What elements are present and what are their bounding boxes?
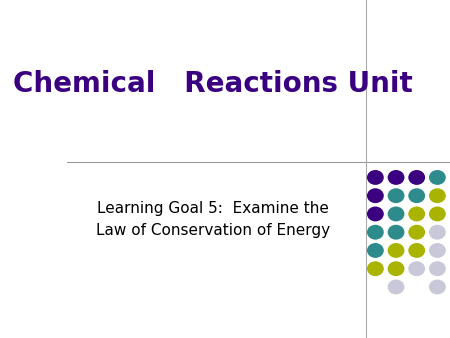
Circle shape <box>429 170 446 185</box>
Circle shape <box>429 188 446 203</box>
Circle shape <box>429 207 446 221</box>
Circle shape <box>408 188 425 203</box>
Circle shape <box>408 261 425 276</box>
Circle shape <box>429 280 446 294</box>
Circle shape <box>387 188 405 203</box>
Text: Chemical   Reactions Unit: Chemical Reactions Unit <box>13 71 413 98</box>
Circle shape <box>387 170 405 185</box>
Circle shape <box>429 261 446 276</box>
Circle shape <box>367 243 384 258</box>
Circle shape <box>387 225 405 240</box>
Circle shape <box>387 280 405 294</box>
Circle shape <box>367 170 384 185</box>
Circle shape <box>367 261 384 276</box>
Circle shape <box>367 225 384 240</box>
Circle shape <box>367 207 384 221</box>
Text: Learning Goal 5:  Examine the
Law of Conservation of Energy: Learning Goal 5: Examine the Law of Cons… <box>96 201 330 238</box>
Circle shape <box>429 225 446 240</box>
Circle shape <box>408 207 425 221</box>
Circle shape <box>387 207 405 221</box>
Circle shape <box>367 188 384 203</box>
Circle shape <box>408 243 425 258</box>
Circle shape <box>408 170 425 185</box>
Circle shape <box>408 225 425 240</box>
Circle shape <box>387 261 405 276</box>
Circle shape <box>429 243 446 258</box>
Circle shape <box>387 243 405 258</box>
